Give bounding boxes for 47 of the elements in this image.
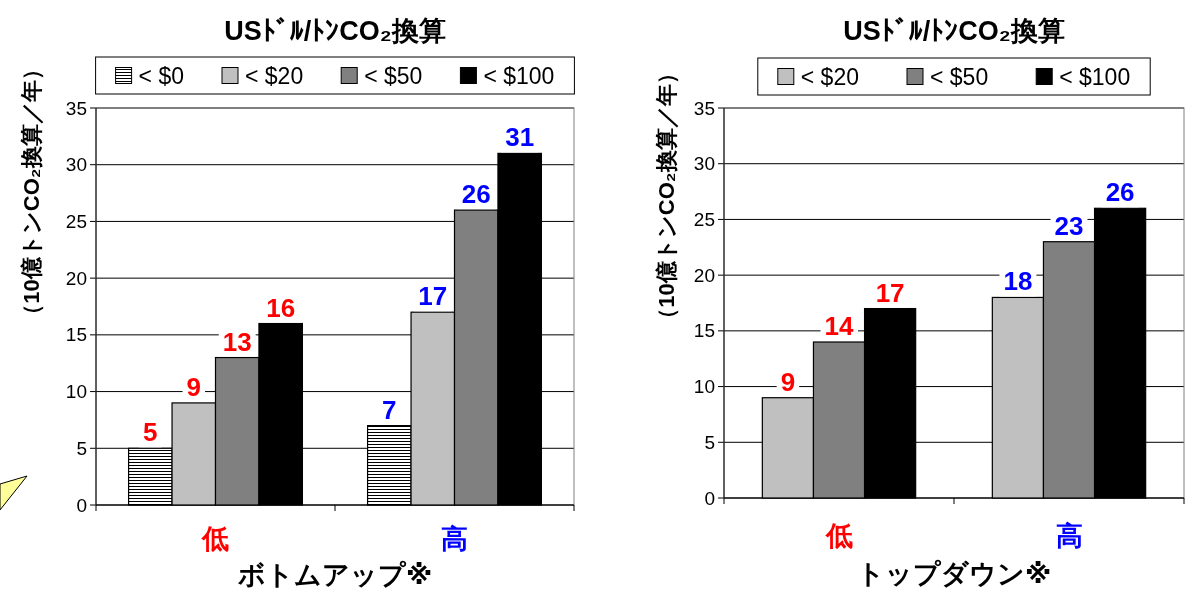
data-label: 26 [461,179,491,210]
chart-title: USﾄﾞﾙ/ﾄﾝCO₂換算 [224,16,446,46]
x-axis-title: トップダウン※ [856,559,1052,589]
legend-label: < $50 [930,63,989,90]
x-tick-label: 高 [441,524,468,554]
legend-label: < $100 [1059,63,1131,90]
legend-label: < $20 [245,62,304,89]
y-tick-label: 35 [65,97,87,119]
y-tick-label: 10 [693,376,715,398]
data-label: 17 [418,281,448,312]
y-tick-label: 5 [76,437,87,459]
data-label: 5 [143,417,158,448]
y-tick-label: 15 [65,324,87,346]
data-label: 26 [1105,177,1135,208]
data-label: 31 [505,122,535,153]
data-label: 9 [186,371,202,402]
data-label: 13 [222,326,252,357]
y-axis-title: （10億トンCO₂換算／年） [653,62,679,330]
x-tick-label: 低 [824,521,853,551]
data-label: 17 [875,277,905,308]
y-tick-label: 30 [65,154,87,176]
y-tick-label: 0 [704,487,715,509]
legend-label: < $100 [483,62,555,89]
x-tick-label: 高 [1055,521,1083,551]
data-label: 18 [1003,266,1033,297]
data-label: 16 [266,292,296,323]
y-tick-label: 20 [693,264,715,286]
data-label: 14 [824,311,854,341]
y-tick-label: 35 [693,97,715,119]
data-label: 23 [1054,210,1084,241]
y-tick-label: 10 [65,381,87,403]
x-tick-label: 低 [201,524,229,554]
legend-label: < $50 [364,62,423,89]
legend-label: < $0 [138,62,184,89]
x-axis-title: ボトムアップ※ [236,560,433,590]
y-tick-label: 20 [65,267,87,289]
y-tick-label: 25 [65,210,87,232]
y-axis-title: （10億トンCO₂換算／年） [18,58,44,326]
y-tick-label: 0 [76,494,87,516]
legend-label: < $20 [800,63,859,90]
y-tick-label: 25 [693,208,715,230]
y-tick-label: 30 [693,153,715,175]
data-label: 7 [382,394,397,425]
chart-title: USﾄﾞﾙ/ﾄﾝCO₂換算 [843,16,1065,46]
y-tick-label: 15 [693,320,715,342]
y-tick-label: 5 [704,431,715,453]
data-label: 9 [780,366,796,397]
